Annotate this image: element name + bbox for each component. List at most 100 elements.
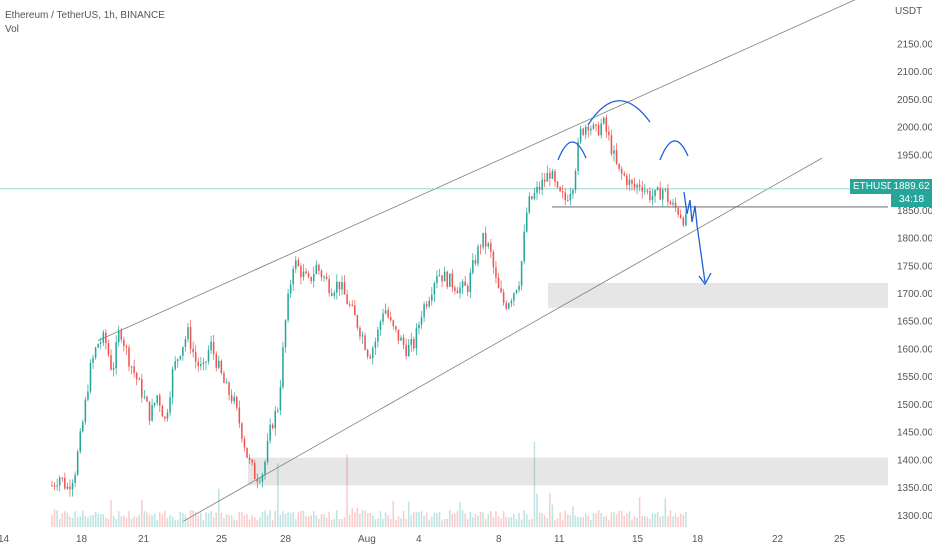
candle-body [492, 251, 495, 268]
candle-body [182, 346, 184, 356]
candle-body [312, 273, 315, 282]
candle-body [107, 343, 110, 356]
candle-body [474, 260, 477, 264]
candle-body [164, 416, 166, 419]
volume-bar [392, 500, 395, 527]
volume-bar [125, 517, 128, 527]
volume-bar [248, 519, 251, 527]
candle-body [597, 124, 600, 136]
volume-bar [387, 515, 389, 527]
volume-bar [135, 517, 138, 527]
candle-body [179, 355, 182, 360]
volume-bar [382, 519, 384, 527]
candle-body [102, 332, 105, 343]
time-axis[interactable]: 14 18 21 25 28 Aug 4 8 11 15 18 22 25 [0, 528, 888, 550]
candle-body [628, 179, 631, 185]
volume-bar [456, 510, 459, 527]
candle-body [184, 339, 187, 347]
candle-body [515, 290, 518, 294]
volume-bar [579, 517, 582, 527]
candle-body [161, 405, 164, 417]
candle-body [454, 287, 456, 291]
candle-body [392, 320, 395, 327]
candle-body [541, 179, 543, 190]
candle-body [572, 189, 574, 195]
head-arc [587, 100, 651, 126]
candle-body [644, 190, 646, 192]
candle-body [325, 276, 328, 280]
volume-bar [425, 512, 428, 527]
candle-body [307, 273, 310, 277]
volume-bar [51, 515, 53, 527]
candle-body [626, 175, 628, 185]
candle-body [682, 217, 685, 226]
volume-bar [89, 515, 92, 527]
volume-bar [372, 515, 374, 527]
volume-bar [192, 510, 194, 527]
volume-bar [377, 518, 379, 527]
volume-bar [148, 514, 151, 527]
candle-body [425, 304, 428, 307]
candle-body [87, 391, 89, 400]
volume-bar [438, 512, 441, 527]
price-axis[interactable]: 1300.00 1350.00 1400.00 1450.00 1500.00 1550.… [888, 0, 932, 550]
volume-bar [53, 509, 56, 527]
volume-bar [654, 513, 656, 527]
candle-body [407, 344, 410, 357]
right-shoulder-arc [659, 140, 689, 161]
candle-body [300, 266, 302, 278]
volume-bar [323, 514, 325, 527]
candle-body [582, 128, 584, 135]
candle-body [218, 360, 220, 368]
candle-body [366, 349, 369, 357]
candle-body [338, 281, 341, 290]
candle-body [76, 451, 79, 475]
volume-bar [307, 516, 310, 527]
candle-body [679, 214, 682, 218]
candle-body [112, 368, 115, 370]
candle-body [674, 202, 677, 209]
candle-body [410, 338, 413, 345]
candle-body [438, 275, 441, 277]
candle-body [189, 327, 192, 349]
candle-body [464, 281, 466, 286]
volume-bar [395, 520, 397, 527]
volume-bar [218, 488, 220, 527]
volume-bar [312, 511, 315, 527]
candle-body [531, 196, 533, 200]
volume-bar [556, 518, 559, 527]
volume-bar [631, 519, 633, 527]
volume-bar [510, 517, 513, 527]
candle-body [495, 267, 497, 278]
candle-body [159, 395, 161, 406]
candle-body [141, 379, 143, 398]
candle-body [677, 208, 679, 215]
candle-body [569, 194, 572, 201]
volume-bar [551, 504, 554, 527]
volume-bar [200, 512, 202, 527]
candle-body [638, 184, 641, 188]
candle-body [282, 347, 284, 388]
volume-bar [405, 519, 407, 527]
candle-body [592, 124, 595, 129]
candle-body [341, 282, 343, 290]
volume-bar [359, 513, 361, 527]
volume-bar [279, 514, 282, 527]
candle-body [235, 396, 238, 408]
candle-body [502, 292, 505, 303]
bar-countdown: 34:18 [898, 194, 925, 205]
candle-body [461, 281, 464, 288]
candle-body [567, 200, 569, 202]
volume-bar [554, 520, 556, 527]
candle-body [153, 402, 156, 406]
volume-bar [253, 517, 256, 527]
left-shoulder-arc [557, 141, 587, 161]
candle-body [631, 179, 633, 184]
time-tick-label: 18 [76, 534, 88, 545]
candle-body [587, 126, 590, 131]
candle-body [123, 339, 125, 347]
volume-bar [431, 516, 433, 527]
volume-bar [300, 510, 302, 527]
volume-bar [277, 463, 279, 527]
